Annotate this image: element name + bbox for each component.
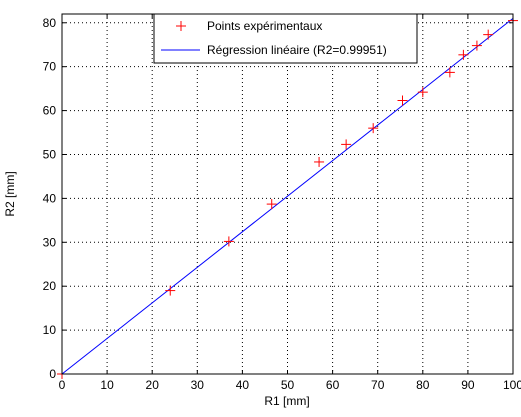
x-tick-label: 20 [146, 378, 160, 392]
legend: Points expérimentaux Régression linéaire… [153, 13, 418, 64]
x-tick-label: 70 [371, 378, 385, 392]
data-point [223, 236, 234, 247]
y-tick-label: 80 [43, 16, 57, 30]
x-tick-label: 80 [416, 378, 430, 392]
y-tick-label: 20 [43, 279, 57, 293]
data-point [368, 123, 379, 134]
x-tick-label: 30 [191, 378, 205, 392]
y-tick-label: 60 [43, 104, 57, 118]
data-point [165, 285, 176, 296]
x-tick-label: 10 [100, 378, 114, 392]
x-axis-label: R1 [mm] [264, 394, 309, 408]
grid-layer [62, 14, 513, 374]
y-tick-label: 40 [43, 191, 57, 205]
data-point [483, 29, 494, 40]
y-tick-label: 0 [49, 367, 56, 381]
data-point [397, 95, 408, 106]
data-point [314, 156, 325, 167]
y-tick-label: 70 [43, 60, 57, 74]
x-tick-label: 40 [236, 378, 250, 392]
x-tick-label: 100 [503, 378, 521, 392]
data-point [417, 87, 428, 98]
x-tick-label: 0 [59, 378, 66, 392]
data-point [471, 40, 482, 51]
data-point [341, 139, 352, 150]
x-tick-label: 90 [461, 378, 475, 392]
y-tick-label: 50 [43, 147, 57, 161]
x-tick-label: 60 [326, 378, 340, 392]
regression-line [61, 17, 514, 375]
legend-box [153, 13, 418, 64]
y-tick-layer: 0 10 20 30 40 50 60 70 80 [43, 16, 513, 381]
legend-label-experimental: Points expérimentaux [207, 19, 322, 33]
data-point [458, 49, 469, 60]
y-tick-label: 10 [43, 323, 57, 337]
y-axis-label: R2 [mm] [3, 171, 17, 216]
data-point [266, 199, 277, 210]
x-tick-label: 50 [281, 378, 295, 392]
y-tick-label: 30 [43, 235, 57, 249]
legend-label-regression: Régression linéaire (R2=0.99951) [207, 43, 387, 57]
data-point [444, 67, 455, 78]
legend-marker-experimental [176, 21, 186, 31]
